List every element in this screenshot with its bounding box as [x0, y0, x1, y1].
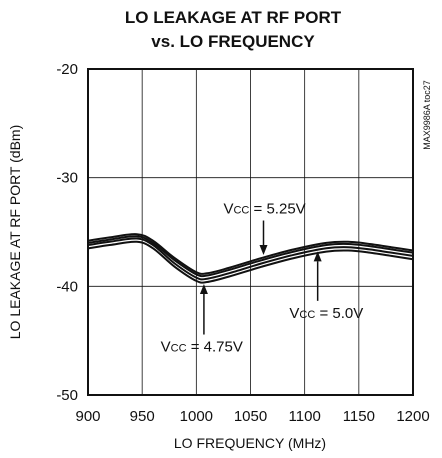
series-line-3 [87, 237, 414, 281]
grid [87, 68, 414, 396]
x-tick-label-1100: 1100 [289, 408, 321, 425]
series-line-1 [87, 233, 414, 275]
y-tick-label--40: -40 [56, 278, 78, 295]
y-tick-label--30: -30 [56, 170, 78, 187]
series-line-4 [87, 240, 414, 284]
x-tick-label-1200: 1200 [396, 408, 429, 425]
chart-title-line2: vs. LO FREQUENCY [151, 32, 315, 51]
chart-code: MAX9986A toc27 [422, 80, 432, 150]
series-line-2 [87, 235, 414, 278]
annotation-arrowhead-3 [199, 283, 208, 294]
chart-title-line1: LO LEAKAGE AT RF PORT [125, 8, 342, 27]
series-group [87, 233, 414, 284]
x-axis-label: LO FREQUENCY (MHz) [174, 435, 326, 451]
annotation-label-1: VCC = 5.25V [223, 201, 305, 218]
x-tick-label-950: 950 [130, 408, 155, 425]
x-tick-label-900: 900 [75, 408, 100, 425]
annotation-arrowhead-2 [313, 251, 322, 262]
x-tick-label-1150: 1150 [343, 408, 375, 425]
annotation-arrowhead-1 [259, 244, 268, 255]
annotation-label-2: VCC = 5.0V [289, 305, 363, 322]
y-tick-label--20: -20 [56, 61, 78, 78]
annotations: VCC = 5.25V VCC = 5.0V VCC = 4.75V [161, 201, 364, 356]
y-axis-label: LO LEAKAGE AT RF PORT (dBm) [7, 125, 23, 339]
annotation-label-3: VCC = 4.75V [161, 339, 243, 356]
x-tick-label-1000: 1000 [180, 408, 213, 425]
y-tick-label--50: -50 [56, 387, 78, 404]
x-tick-label-1050: 1050 [234, 408, 267, 425]
tick-labels: 900 950 1000 1050 1100 1150 1200 -50 -40 -30 -20 [56, 61, 429, 425]
plot-frame [87, 68, 414, 396]
